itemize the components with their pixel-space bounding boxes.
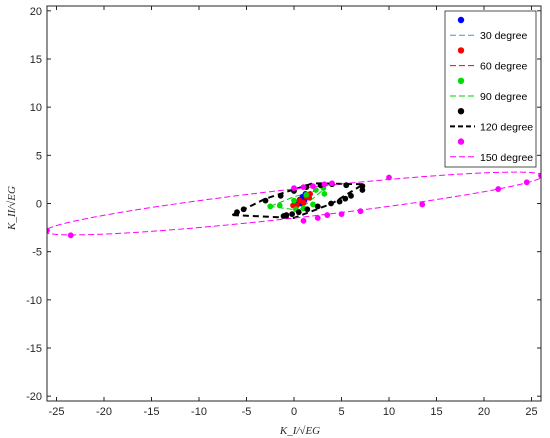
legend-label: 120 degree [480,121,533,133]
x-axis-label: K_I/√EG [279,425,320,437]
x-tick-label: -10 [191,406,207,418]
series-line-3 [231,182,367,219]
legend-label: 150 degree [480,152,533,164]
y-tick-label: -5 [32,247,42,259]
x-tick-label: 15 [430,406,442,418]
y-tick-label: 0 [36,199,42,211]
legend-marker [457,138,465,145]
data-point-3-1 [240,206,247,213]
data-point-4-6 [329,180,335,187]
data-point-3-14 [328,200,334,207]
data-point-4-0 [47,227,50,234]
y-tick-label: -10 [26,295,42,307]
data-point-3-3 [277,192,284,199]
series-group [47,171,541,239]
data-point-3-8 [343,182,350,189]
y-tick-label: 15 [30,54,42,66]
data-point-4-16 [538,172,541,179]
data-point-2-0 [267,203,274,210]
legend-label: 30 degree [480,30,527,42]
data-point-3-20 [280,213,287,219]
y-axis-label: K_II/√EG [6,186,18,231]
legend-label: 60 degree [480,61,527,73]
data-point-4-1 [67,232,74,239]
data-point-1-5 [300,199,307,206]
data-point-4-2 [291,185,297,191]
data-point-2-2 [291,197,297,204]
x-tick-label: 20 [478,406,490,418]
data-point-3-2 [262,197,269,204]
data-point-4-14 [495,186,502,192]
data-point-3-16 [304,206,311,213]
legend: 30 degree 60 degree 90 degree 120 degree 150… [444,10,537,168]
data-point-4-8 [300,217,307,224]
data-point-3-17 [295,209,302,216]
data-point-2-1 [276,202,283,209]
data-point-3-13 [336,198,343,205]
x-tick-label: -15 [144,406,160,418]
y-tick-label: 10 [30,102,42,114]
data-point-4-9 [314,215,321,221]
x-tick-label: -5 [242,406,252,418]
x-tick-label: -25 [49,406,65,418]
x-tick-label: 0 [291,406,297,418]
data-point-2-6 [321,190,328,197]
data-point-3-11 [348,192,354,199]
data-point-4-12 [357,208,364,215]
legend-marker [457,108,465,115]
data-point-4-13 [419,201,426,208]
data-point-4-4 [310,183,316,190]
data-point-3-12 [342,195,349,202]
data-point-2-7 [310,201,316,208]
data-point-3-0 [234,209,240,216]
axes: -25 -20 -15 -10 -5 0 5 10 15 20 25 -20 -15 -10 -5 0 5 10 1… [26,5,542,418]
y-tick-label: -20 [26,391,42,403]
x-tick-label: 5 [338,406,344,418]
x-tick-label: -20 [96,406,112,418]
data-point-3-10 [359,187,366,193]
data-point-3-15 [314,203,321,210]
legend-marker [457,77,465,85]
legend-marker [457,47,465,54]
data-point-4-7 [386,174,392,181]
y-tick-label: 20 [30,6,42,18]
data-point-4-11 [338,211,345,218]
legend-label: 90 degree [480,91,527,103]
data-point-4-5 [321,181,328,188]
data-point-4-3 [300,184,307,191]
data-point-3-18 [289,211,295,218]
plot-area [47,171,541,239]
legend-marker [457,16,465,24]
data-point-4-10 [324,212,331,218]
y-tick-label: 5 [36,150,42,162]
x-tick-label: 25 [525,406,537,418]
data-point-2-3 [303,191,310,198]
y-tick-label: -15 [26,343,42,355]
data-point-4-15 [523,179,530,186]
series-line-4 [47,171,541,236]
x-tick-label: 10 [383,406,395,418]
